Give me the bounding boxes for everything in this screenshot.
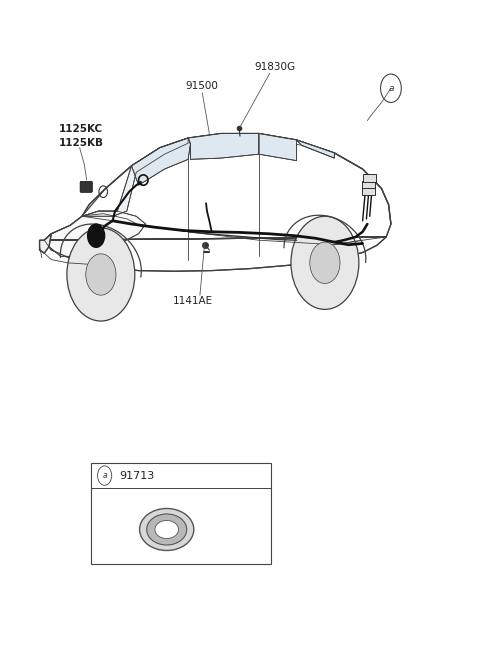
Circle shape xyxy=(67,228,135,321)
Circle shape xyxy=(88,224,105,248)
Polygon shape xyxy=(132,134,335,172)
Polygon shape xyxy=(82,138,188,216)
Polygon shape xyxy=(44,134,391,271)
Text: 1125KB: 1125KB xyxy=(59,138,103,148)
Text: 1125KC: 1125KC xyxy=(59,124,103,134)
Polygon shape xyxy=(132,138,191,185)
Circle shape xyxy=(86,253,116,295)
Text: 91713: 91713 xyxy=(120,470,155,481)
Bar xyxy=(362,187,375,195)
Text: a: a xyxy=(388,84,394,93)
Polygon shape xyxy=(39,234,51,253)
Circle shape xyxy=(310,242,340,284)
Polygon shape xyxy=(44,211,145,256)
Bar xyxy=(362,181,375,189)
Text: a: a xyxy=(102,471,107,480)
Text: 91830G: 91830G xyxy=(255,62,296,72)
Ellipse shape xyxy=(140,508,194,550)
Text: 91500: 91500 xyxy=(186,81,219,92)
Polygon shape xyxy=(259,134,297,160)
Polygon shape xyxy=(188,134,259,159)
FancyBboxPatch shape xyxy=(80,181,92,193)
Polygon shape xyxy=(297,140,335,158)
Text: 1141AE: 1141AE xyxy=(173,297,213,307)
Circle shape xyxy=(291,216,359,309)
Ellipse shape xyxy=(147,514,187,545)
Ellipse shape xyxy=(155,521,179,538)
Bar xyxy=(91,463,271,563)
Bar xyxy=(362,174,376,182)
